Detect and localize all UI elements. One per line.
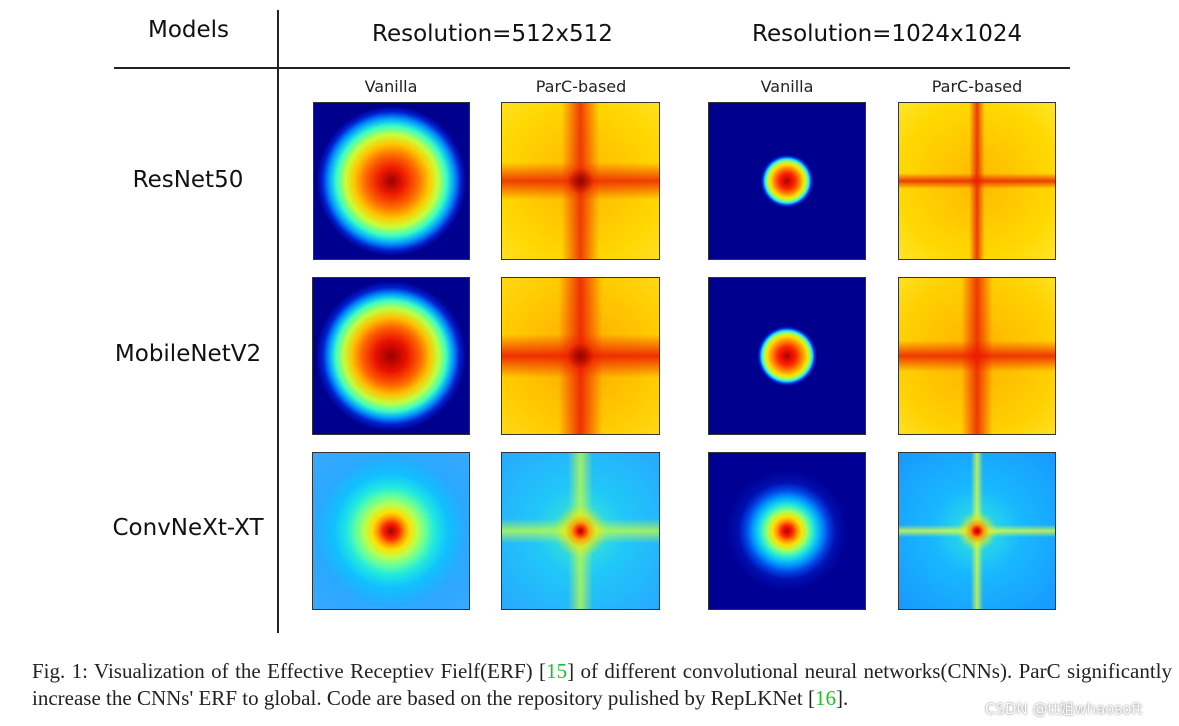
col-parc-1024: ParC-based (931, 77, 1023, 96)
erf-resnet50-parc-512 (501, 102, 660, 260)
erf-resnet50-parc-1024 (898, 102, 1056, 260)
erf-mobilenetv2-parc-1024 (898, 277, 1056, 435)
csdn-watermark: CSDN @tt姐whaosoft (985, 700, 1143, 718)
col-vanilla-512: Vanilla (364, 77, 418, 96)
erf-convnext-xt-parc-512 (501, 452, 660, 610)
figure-caption: Fig. 1: Visualization of the Effective R… (32, 658, 1172, 712)
row-label-resnet50: ResNet50 (132, 167, 244, 193)
caption-text-1: Fig. 1: Visualization of the Effective R… (32, 659, 547, 683)
col-parc-512: ParC-based (535, 77, 627, 96)
header-rule (114, 67, 1070, 69)
resolution-512-header: Resolution=512x512 (372, 21, 613, 47)
row-label-mobilenetv2: MobileNetV2 (114, 341, 262, 367)
erf-convnext-xt-parc-1024 (898, 452, 1056, 610)
erf-convnext-xt-vanilla-512 (312, 452, 470, 610)
reference-15-link[interactable]: 15 (546, 659, 568, 683)
caption-text-3: ]. (835, 686, 849, 710)
models-header: Models (148, 17, 230, 43)
col-vanilla-1024: Vanilla (760, 77, 814, 96)
erf-mobilenetv2-vanilla-1024 (708, 277, 866, 435)
column-divider (277, 10, 279, 633)
caption-text-2: ] of different convolutional neural netw… (32, 659, 1173, 710)
erf-resnet50-vanilla-1024 (708, 102, 866, 260)
reference-16-link[interactable]: 16 (814, 686, 836, 710)
row-label-convnext-xt: ConvNeXt-XT (112, 515, 264, 541)
erf-mobilenetv2-parc-512 (501, 277, 660, 435)
erf-resnet50-vanilla-512 (313, 102, 470, 260)
erf-mobilenetv2-vanilla-512 (312, 277, 470, 435)
erf-convnext-xt-vanilla-1024 (708, 452, 866, 610)
resolution-1024-header: Resolution=1024x1024 (752, 21, 1023, 47)
